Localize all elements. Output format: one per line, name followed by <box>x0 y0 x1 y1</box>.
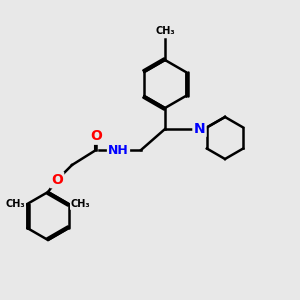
Text: O: O <box>90 130 102 143</box>
Text: N: N <box>194 122 205 136</box>
Text: CH₃: CH₃ <box>155 26 175 37</box>
Text: O: O <box>51 173 63 187</box>
Text: CH₃: CH₃ <box>5 199 25 209</box>
Text: NH: NH <box>108 143 129 157</box>
Text: CH₃: CH₃ <box>71 199 91 209</box>
